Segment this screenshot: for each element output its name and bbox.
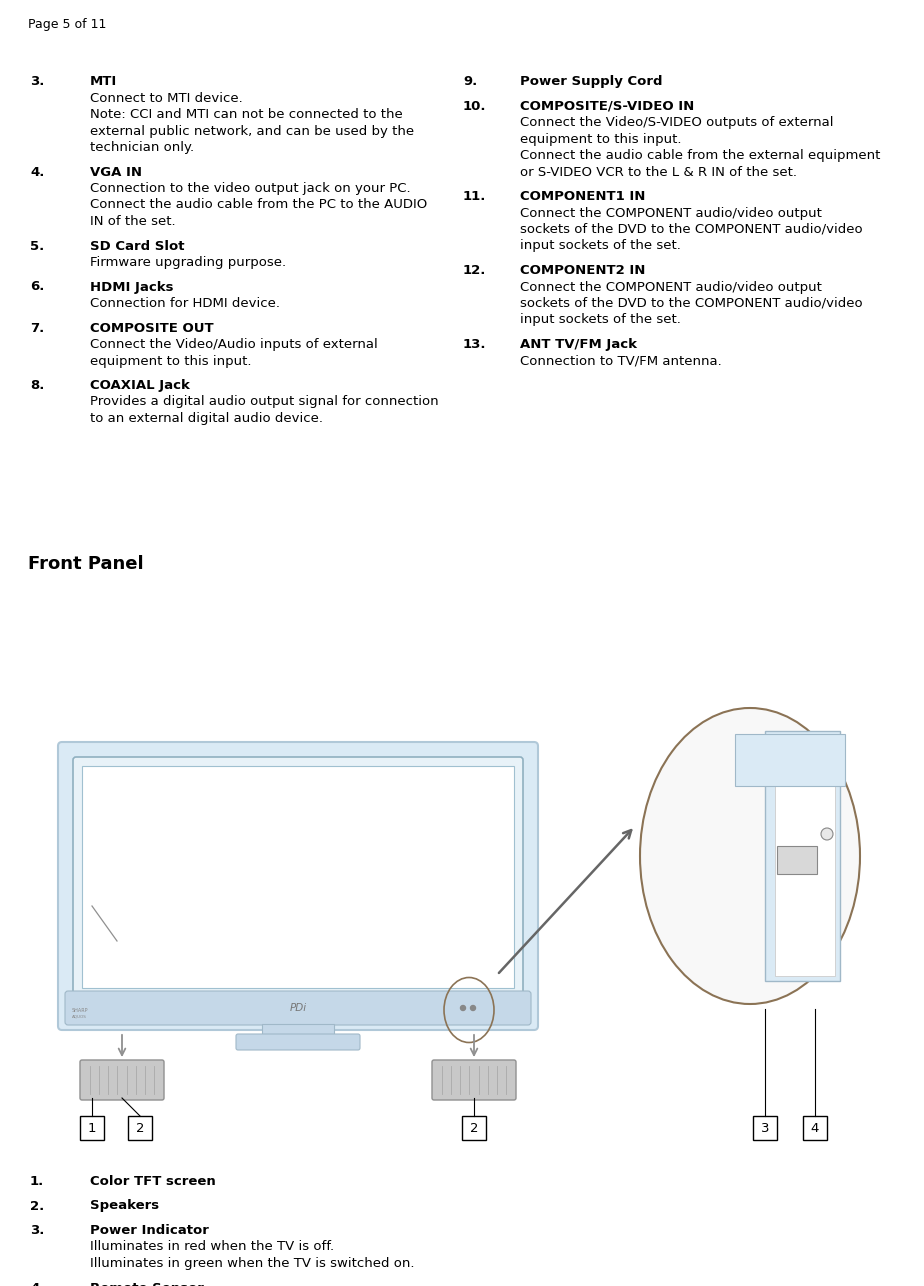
Text: 12.: 12.: [463, 264, 486, 276]
Bar: [753, 1116, 777, 1139]
Text: equipment to this input.: equipment to this input.: [520, 132, 682, 145]
Text: sockets of the DVD to the COMPONENT audio/video: sockets of the DVD to the COMPONENT audi…: [520, 297, 863, 310]
Bar: [775, 736, 835, 976]
Text: Note: CCI and MTI can not be connected to the: Note: CCI and MTI can not be connected t…: [90, 108, 403, 121]
Bar: [80, 1116, 104, 1139]
Text: Connect the COMPONENT audio/video output: Connect the COMPONENT audio/video output: [520, 280, 821, 293]
Text: Power Supply Cord: Power Supply Cord: [520, 75, 663, 87]
Text: IN of the set.: IN of the set.: [90, 215, 176, 228]
Text: Front Panel: Front Panel: [28, 556, 143, 574]
Text: input sockets of the set.: input sockets of the set.: [520, 314, 681, 327]
Text: Connect the audio cable from the PC to the AUDIO: Connect the audio cable from the PC to t…: [90, 198, 427, 211]
Text: 3.: 3.: [30, 75, 44, 87]
Text: 5.: 5.: [30, 239, 44, 252]
Text: 4: 4: [811, 1121, 820, 1134]
Bar: [777, 846, 817, 874]
Text: Provides a digital audio output signal for connection: Provides a digital audio output signal f…: [90, 396, 439, 409]
Text: external public network, and can be used by the: external public network, and can be used…: [90, 125, 414, 138]
Text: or S-VIDEO VCR to the L & R IN of the set.: or S-VIDEO VCR to the L & R IN of the se…: [520, 166, 797, 179]
Text: Connect the audio cable from the external equipment: Connect the audio cable from the externa…: [520, 149, 881, 162]
Text: Speakers: Speakers: [90, 1200, 159, 1213]
Text: COAXIAL Jack: COAXIAL Jack: [90, 379, 189, 392]
Text: MTI: MTI: [90, 75, 117, 87]
Text: input sockets of the set.: input sockets of the set.: [520, 239, 681, 252]
Circle shape: [460, 1006, 466, 1011]
Circle shape: [470, 1006, 476, 1011]
Text: Remote Sensor: Remote Sensor: [90, 1282, 204, 1286]
Text: technician only.: technician only.: [90, 141, 194, 154]
Text: SD Card Slot: SD Card Slot: [90, 239, 185, 252]
Text: HDMI Jacks: HDMI Jacks: [90, 280, 174, 293]
Text: Illuminates in red when the TV is off.: Illuminates in red when the TV is off.: [90, 1241, 334, 1254]
Text: Illuminates in green when the TV is switched on.: Illuminates in green when the TV is swit…: [90, 1256, 415, 1271]
Text: 3.: 3.: [30, 1224, 44, 1237]
Text: 2: 2: [469, 1121, 479, 1134]
FancyBboxPatch shape: [65, 992, 531, 1025]
Bar: [735, 734, 845, 786]
Bar: [803, 1116, 827, 1139]
Bar: [765, 730, 840, 981]
Text: SHARP: SHARP: [72, 1007, 89, 1012]
Bar: [128, 1116, 152, 1139]
Text: Connect the COMPONENT audio/video output: Connect the COMPONENT audio/video output: [520, 207, 821, 220]
Text: 4.: 4.: [30, 1282, 44, 1286]
Text: COMPOSITE OUT: COMPOSITE OUT: [90, 322, 213, 334]
Text: 6.: 6.: [30, 280, 44, 293]
Text: AQUOS: AQUOS: [72, 1013, 87, 1019]
Text: 2.: 2.: [30, 1200, 44, 1213]
FancyBboxPatch shape: [432, 1060, 516, 1100]
FancyBboxPatch shape: [58, 742, 538, 1030]
Text: Color TFT screen: Color TFT screen: [90, 1175, 215, 1188]
Text: PDi: PDi: [289, 1003, 307, 1013]
Text: Connect to MTI device.: Connect to MTI device.: [90, 91, 243, 104]
Text: 1.: 1.: [30, 1175, 44, 1188]
FancyBboxPatch shape: [80, 1060, 164, 1100]
Text: 10.: 10.: [463, 99, 487, 112]
FancyBboxPatch shape: [73, 757, 523, 997]
Ellipse shape: [640, 709, 860, 1004]
Text: Connect the Video/Audio inputs of external: Connect the Video/Audio inputs of extern…: [90, 338, 378, 351]
Text: 11.: 11.: [463, 190, 486, 203]
Text: Connection to the video output jack on your PC.: Connection to the video output jack on y…: [90, 183, 410, 195]
Text: Connection to TV/FM antenna.: Connection to TV/FM antenna.: [520, 355, 722, 368]
Text: 7.: 7.: [30, 322, 44, 334]
Text: COMPONENT1 IN: COMPONENT1 IN: [520, 190, 645, 203]
Text: equipment to this input.: equipment to this input.: [90, 355, 251, 368]
Bar: [462, 1116, 486, 1139]
Bar: [82, 766, 514, 988]
Text: VGA IN: VGA IN: [90, 166, 142, 179]
Text: 13.: 13.: [463, 338, 487, 351]
Text: Page 5 of 11: Page 5 of 11: [28, 18, 106, 31]
Text: to an external digital audio device.: to an external digital audio device.: [90, 412, 323, 424]
Text: 3: 3: [760, 1121, 770, 1134]
Text: Connection for HDMI device.: Connection for HDMI device.: [90, 297, 280, 310]
Bar: [262, 1024, 334, 1038]
Text: 1: 1: [88, 1121, 96, 1134]
Text: 9.: 9.: [463, 75, 478, 87]
Text: sockets of the DVD to the COMPONENT audio/video: sockets of the DVD to the COMPONENT audi…: [520, 222, 863, 237]
Text: Power Indicator: Power Indicator: [90, 1224, 209, 1237]
FancyBboxPatch shape: [236, 1034, 360, 1049]
Text: Firmware upgrading purpose.: Firmware upgrading purpose.: [90, 256, 286, 269]
Text: COMPONENT2 IN: COMPONENT2 IN: [520, 264, 645, 276]
Text: 4.: 4.: [30, 166, 44, 179]
Text: 8.: 8.: [30, 379, 44, 392]
Text: Connect the Video/S-VIDEO outputs of external: Connect the Video/S-VIDEO outputs of ext…: [520, 116, 833, 129]
Text: COMPOSITE/S-VIDEO IN: COMPOSITE/S-VIDEO IN: [520, 99, 694, 112]
Circle shape: [821, 828, 833, 840]
Text: ANT TV/FM Jack: ANT TV/FM Jack: [520, 338, 637, 351]
Text: 2: 2: [136, 1121, 144, 1134]
